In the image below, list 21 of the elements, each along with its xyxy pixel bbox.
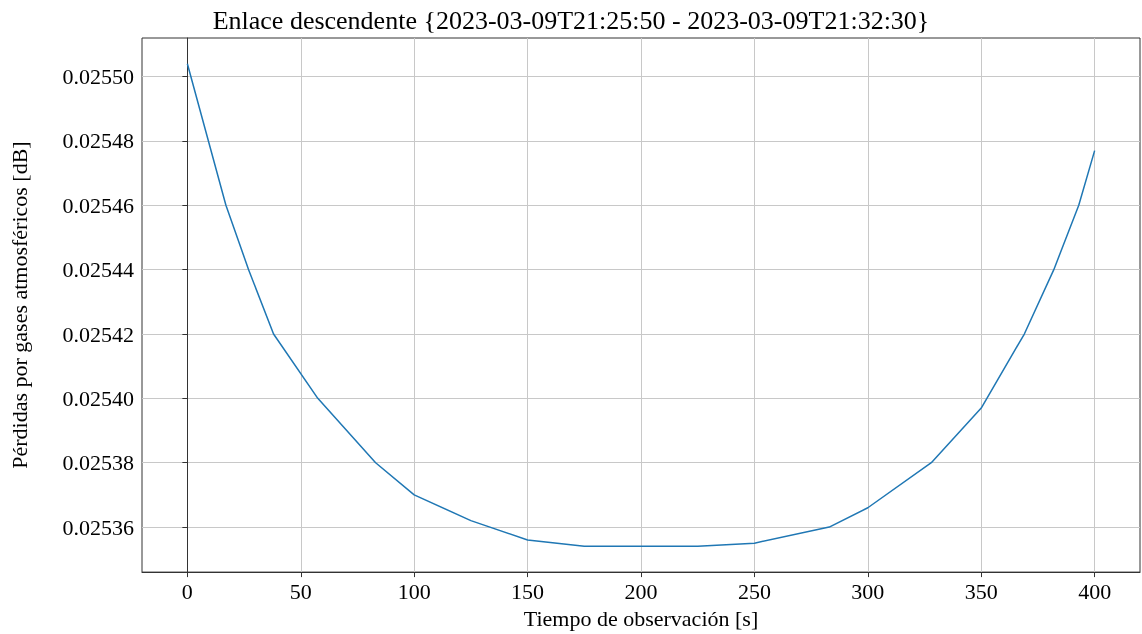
- x-tick-label: 350: [964, 578, 998, 604]
- x-tick-label: 50: [289, 578, 312, 604]
- x-tick-label: 300: [851, 578, 885, 604]
- y-tick-label: 0.02550: [62, 64, 134, 90]
- chart-title: Enlace descendente {2023-03-09T21:25:50 - 2023-03-09T21:32:30}: [212, 5, 930, 35]
- x-tick-label: 100: [397, 578, 431, 604]
- y-tick-label: 0.02544: [62, 257, 134, 283]
- x-tick-label: 0: [181, 578, 193, 604]
- y-tick-label: 0.02538: [62, 450, 134, 476]
- x-tick-label: 200: [624, 578, 658, 604]
- x-tick-label: 150: [511, 578, 545, 604]
- y-tick-label: 0.02546: [62, 192, 134, 218]
- y-tick-label: 0.02548: [62, 128, 134, 154]
- line-series: [186, 62, 1096, 548]
- y-axis-title: Pérdidas por gases atmosféricos [dB]: [6, 141, 32, 469]
- y-tick-label: 0.02542: [62, 321, 134, 347]
- y-tick-label: 0.02536: [62, 514, 134, 540]
- x-tick-label: 250: [737, 578, 771, 604]
- y-tick-label: 0.02540: [62, 385, 134, 411]
- x-axis-title: Tiempo de observación [s]: [523, 605, 759, 631]
- x-tick-label: 400: [1078, 578, 1112, 604]
